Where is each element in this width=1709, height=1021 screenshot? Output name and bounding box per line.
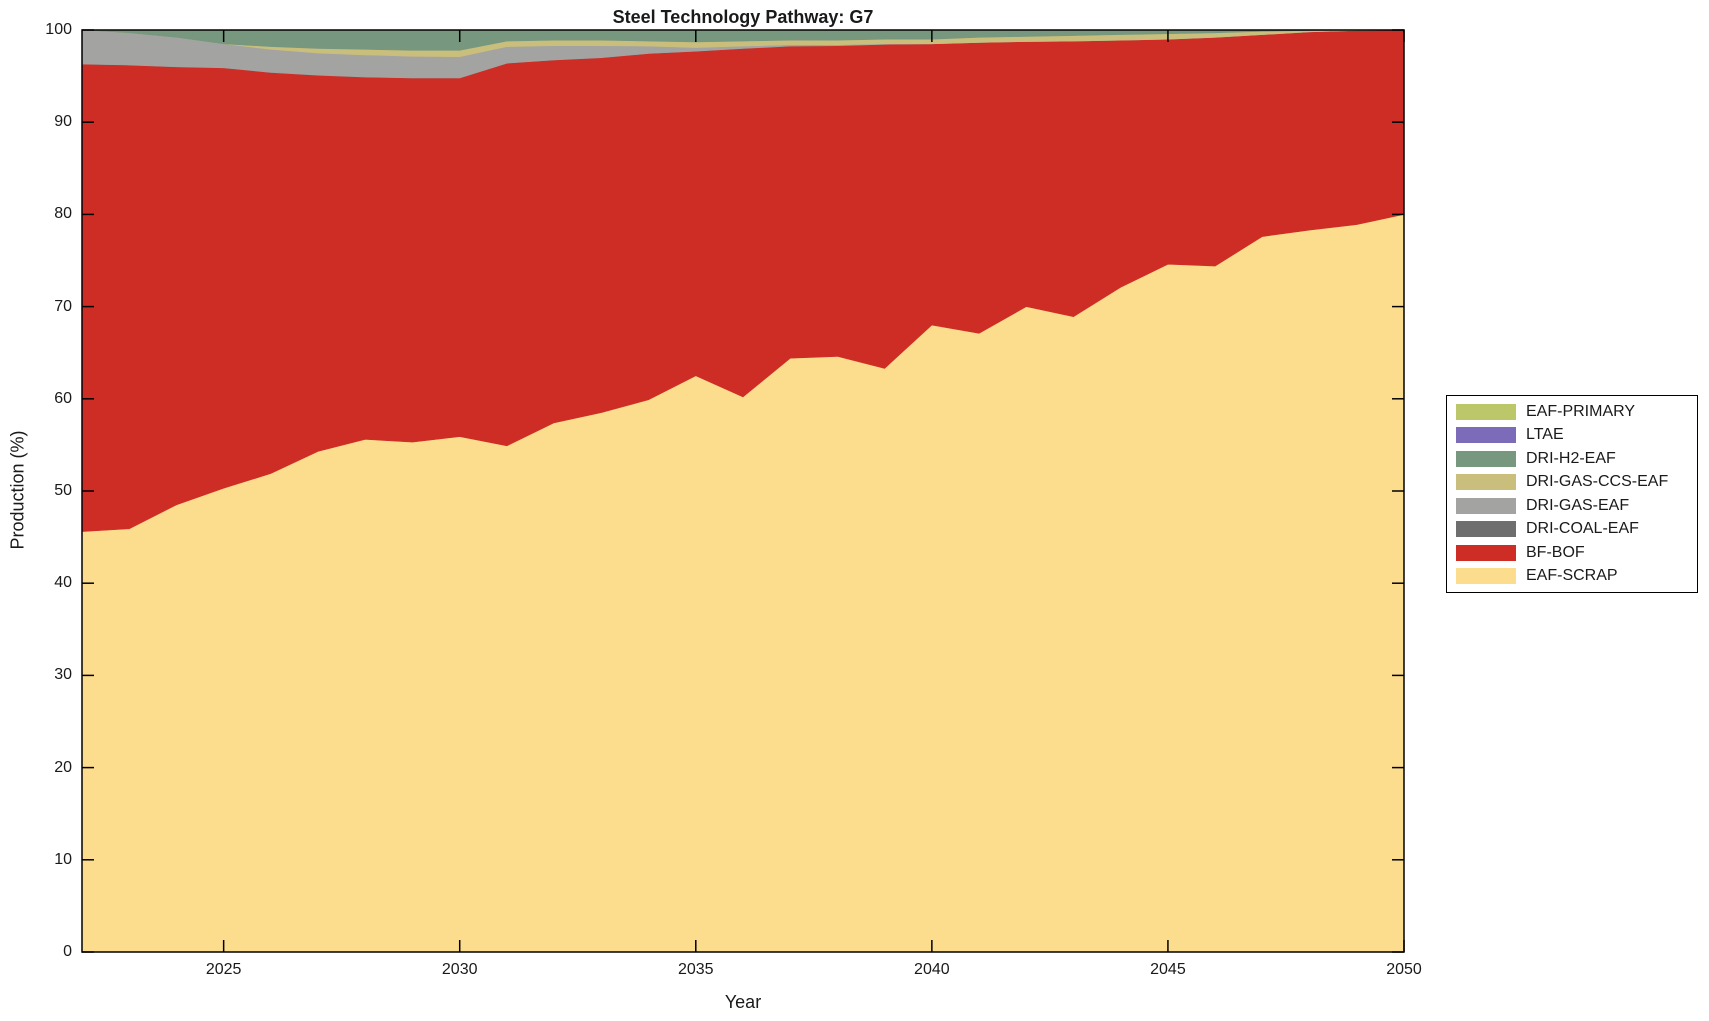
- legend-label: EAF-SCRAP: [1526, 567, 1618, 585]
- y-tick-label-30: 30: [54, 666, 72, 684]
- y-tick-label-90: 90: [54, 113, 72, 131]
- legend-label: LTAE: [1526, 426, 1564, 444]
- legend-swatch-ltae: [1456, 427, 1516, 444]
- legend-label: DRI-H2-EAF: [1526, 449, 1616, 467]
- legend-item-dri-coal-eaf: DRI-COAL-EAF: [1456, 518, 1697, 542]
- axes-box: [81, 29, 1405, 953]
- x-tick-label-2025: 2025: [205, 961, 242, 978]
- legend-label: EAF-PRIMARY: [1526, 402, 1636, 420]
- y-tick-label-80: 80: [54, 205, 72, 223]
- legend-swatch-dri-coal-eaf: [1456, 521, 1516, 538]
- y-tick-label-50: 50: [54, 482, 72, 499]
- stacked-areas: [81, 29, 1405, 953]
- legend-swatch-dri-gas-eaf: [1456, 497, 1516, 514]
- x-tick-label-2045: 2045: [1150, 961, 1186, 978]
- legend-item-dri-gas-ccs-eaf: DRI-GAS-CCS-EAF: [1456, 471, 1697, 495]
- legend-swatch-dri-h2-eaf: [1456, 450, 1516, 467]
- legend-label: DRI-COAL-EAF: [1526, 520, 1639, 538]
- chart-title: Steel Technology Pathway: G7: [612, 7, 874, 27]
- y-tick-label-40: 40: [54, 574, 72, 592]
- legend-item-dri-h2-eaf: DRI-H2-EAF: [1456, 447, 1697, 471]
- x-tick-label-2030: 2030: [441, 961, 478, 978]
- y-tick-label-70: 70: [54, 297, 72, 315]
- x-axis-label: Year: [724, 992, 762, 1012]
- legend-item-eaf-scrap: EAF-SCRAP: [1456, 565, 1697, 589]
- y-tick-label-0: 0: [63, 943, 72, 960]
- legend: EAF-PRIMARY LTAE DRI-H2-EAF DRI-GAS-CCS-EAF…: [1446, 395, 1698, 593]
- legend-swatch-dri-gas-ccs-eaf: [1456, 474, 1516, 491]
- legend-swatch-eaf-primary: [1456, 403, 1516, 420]
- legend-swatch-eaf-scrap: [1456, 568, 1516, 585]
- legend-label: DRI-GAS-CCS-EAF: [1526, 473, 1669, 491]
- legend-item-dri-gas-eaf: DRI-GAS-EAF: [1456, 494, 1697, 518]
- x-tick-label-2035: 2035: [677, 961, 714, 978]
- legend-swatch-bf-bof: [1456, 544, 1516, 561]
- y-tick-label-20: 20: [54, 758, 72, 776]
- legend-item-eaf-primary: EAF-PRIMARY: [1456, 400, 1697, 424]
- legend-label: DRI-GAS-EAF: [1526, 496, 1630, 514]
- legend-item-bf-bof: BF-BOF: [1456, 541, 1697, 565]
- x-tick-label-2040: 2040: [914, 961, 950, 978]
- y-tick-label-60: 60: [54, 389, 72, 407]
- x-tick-label-2050: 2050: [1386, 961, 1422, 978]
- y-tick-label-10: 10: [54, 850, 72, 868]
- legend-label: BF-BOF: [1526, 543, 1585, 561]
- y-tick-label-100: 100: [45, 21, 72, 38]
- legend-item-ltae: LTAE: [1456, 424, 1697, 448]
